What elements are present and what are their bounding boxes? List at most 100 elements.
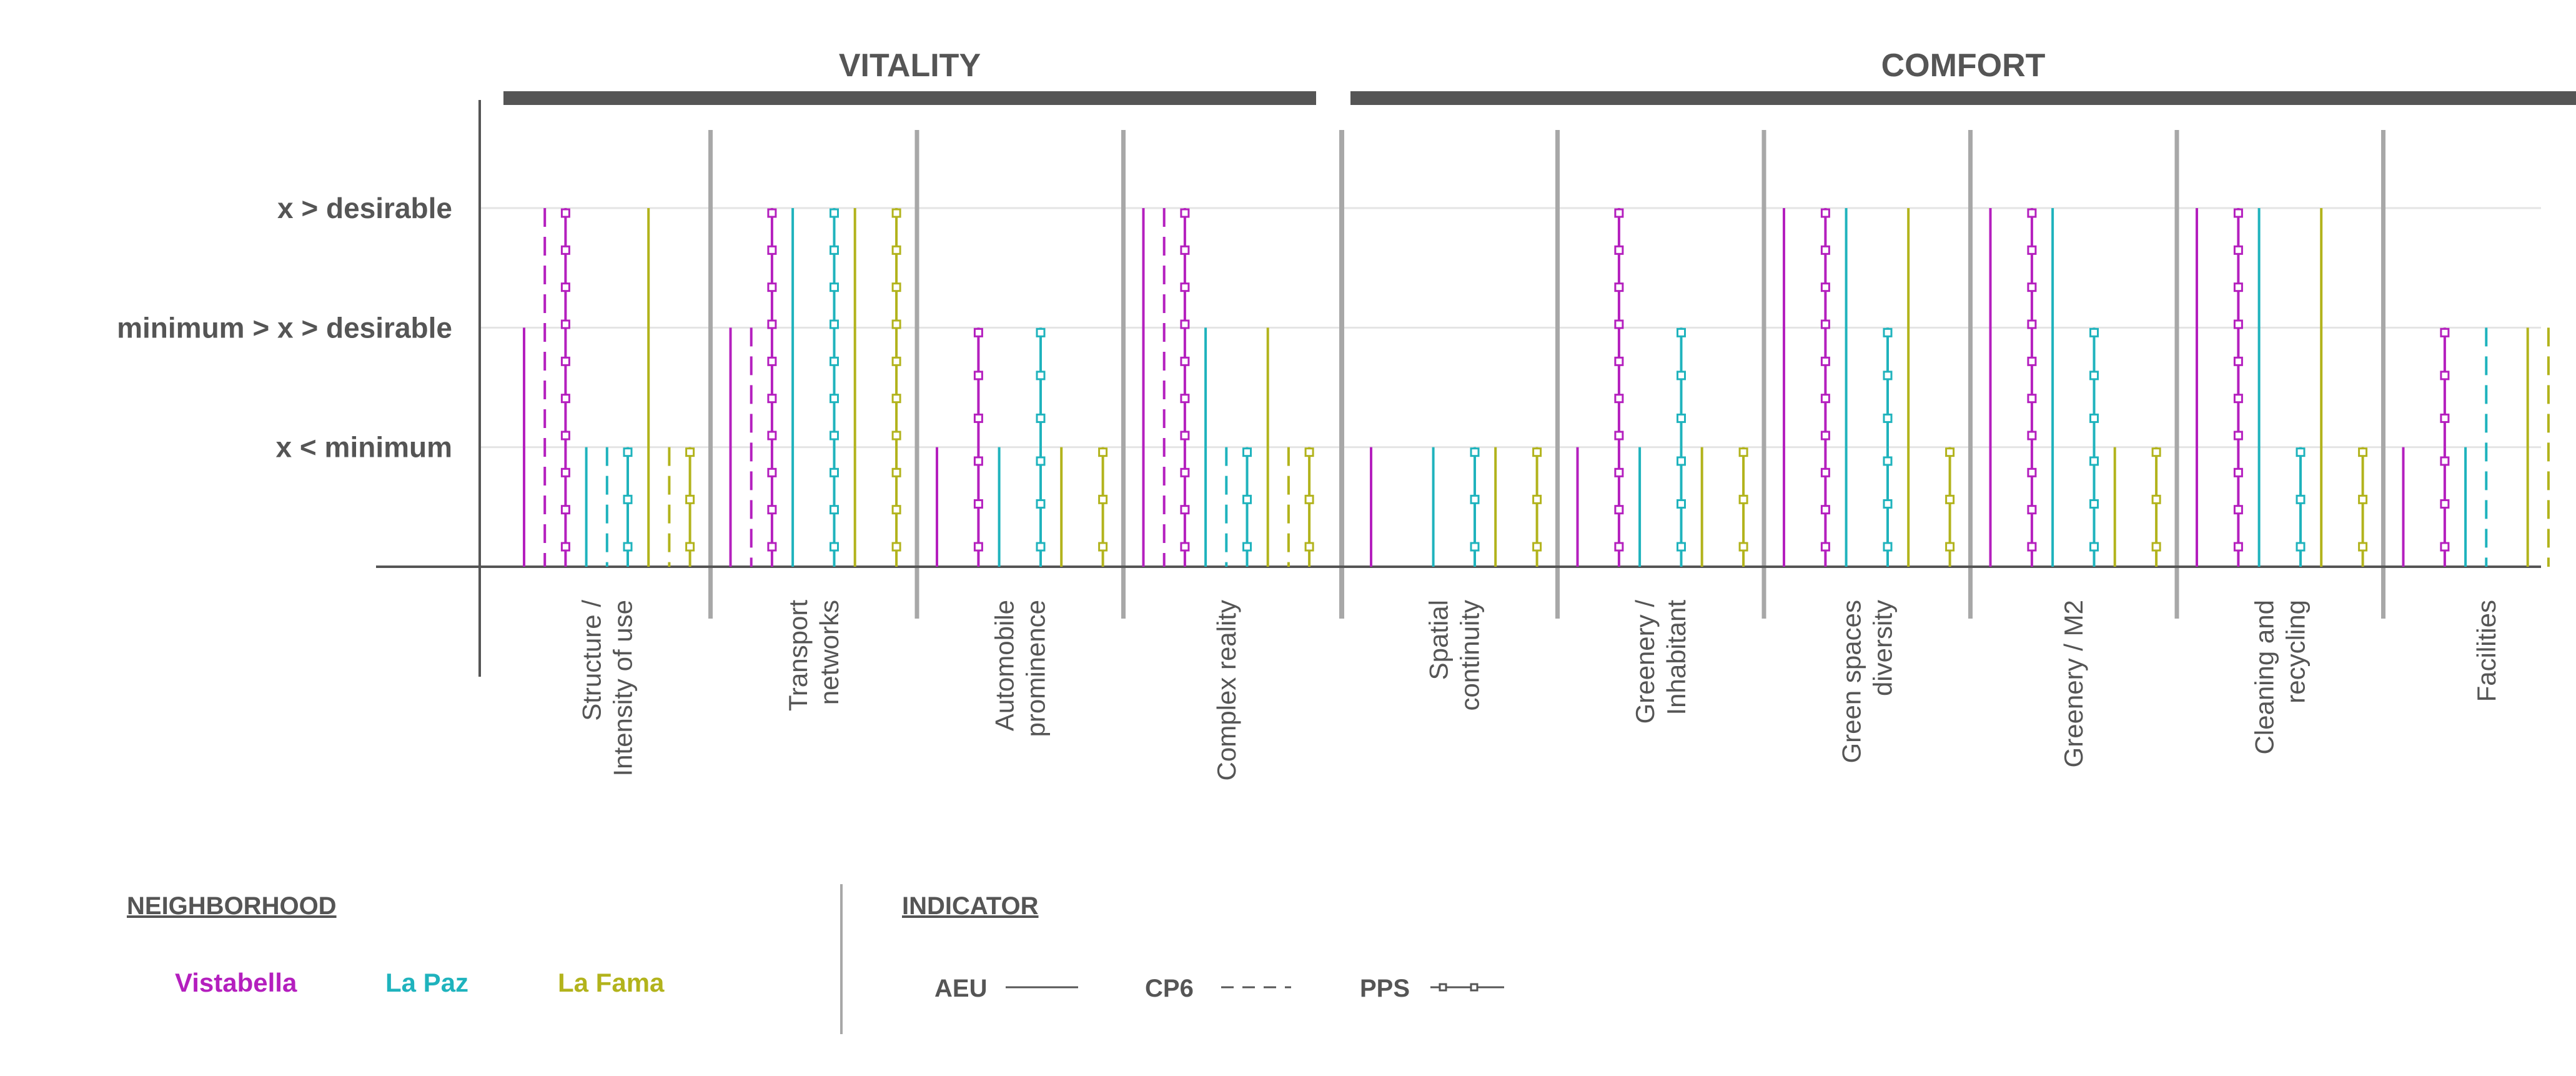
pps-marker-la-paz-pps bbox=[830, 394, 839, 404]
pps-marker-la-paz-pps bbox=[1883, 542, 1893, 552]
pps-marker-la-fama-pps bbox=[1945, 447, 1955, 457]
pps-marker-la-fama-pps bbox=[891, 245, 901, 255]
x-tick-label: Automobile bbox=[989, 600, 1019, 731]
pps-marker-vistabella-pps bbox=[2027, 467, 2037, 477]
pps-marker-vistabella-pps bbox=[1614, 394, 1624, 404]
pps-marker-vistabella-pps bbox=[2027, 356, 2037, 366]
pps-marker-la-fama-pps bbox=[891, 319, 901, 329]
pps-marker-la-fama-pps bbox=[1738, 447, 1748, 457]
pps-marker-vistabella-pps bbox=[1180, 282, 1190, 292]
pps-marker-vistabella-pps bbox=[2440, 542, 2450, 552]
pps-marker-la-paz-pps bbox=[830, 282, 839, 292]
pps-marker-vistabella-pps bbox=[2233, 319, 2243, 329]
pps-marker-vistabella-pps bbox=[1820, 394, 1830, 404]
legend-la-fama: La Fama bbox=[558, 968, 665, 997]
x-tick-label: Greenery / bbox=[1630, 600, 1660, 724]
pps-marker-la-fama-pps bbox=[2358, 494, 2368, 504]
pps-marker-la-fama-pps bbox=[685, 542, 695, 552]
pps-marker-vistabella-pps bbox=[973, 371, 983, 381]
pps-marker-la-paz-pps bbox=[1677, 327, 1686, 337]
pps-marker-la-paz-pps bbox=[2089, 371, 2099, 381]
pps-marker-vistabella-pps bbox=[2440, 413, 2450, 423]
pps-marker-la-paz-pps bbox=[2089, 327, 2099, 337]
pps-marker-la-paz-pps bbox=[1036, 371, 1046, 381]
pps-marker-vistabella-pps bbox=[767, 245, 777, 255]
pps-marker-la-paz-pps bbox=[1036, 456, 1046, 466]
pps-marker-la-paz-pps bbox=[2089, 456, 2099, 466]
pps-marker-vistabella-pps bbox=[1180, 467, 1190, 477]
pps-marker-la-paz-pps bbox=[1470, 494, 1480, 504]
series-lines bbox=[523, 208, 2550, 567]
x-tick-label: Greenery / M2 bbox=[2059, 600, 2088, 767]
pps-marker-la-paz-pps bbox=[830, 319, 839, 329]
x-tick-label: Green spaces bbox=[1836, 600, 1866, 763]
legend-cp6-label: CP6 bbox=[1145, 975, 1194, 1002]
pps-marker-vistabella-pps bbox=[767, 356, 777, 366]
pps-marker-vistabella-pps bbox=[1180, 208, 1190, 218]
pps-marker-la-fama-pps bbox=[1945, 542, 1955, 552]
x-tick-label: recycling bbox=[2281, 600, 2310, 704]
pps-marker-vistabella-pps bbox=[1820, 542, 1830, 552]
pps-marker-vistabella-pps bbox=[1614, 431, 1624, 441]
pps-marker-la-paz-pps bbox=[1036, 413, 1046, 423]
pps-marker-la-paz-pps bbox=[1242, 447, 1252, 457]
pps-marker-la-paz-pps bbox=[1883, 371, 1893, 381]
pps-marker-vistabella-pps bbox=[560, 356, 570, 366]
pps-marker-la-fama-pps bbox=[891, 467, 901, 477]
pps-marker-vistabella-pps bbox=[2027, 319, 2037, 329]
pps-marker-la-paz-pps bbox=[1883, 327, 1893, 337]
pps-marker-vistabella-pps bbox=[1180, 431, 1190, 441]
pps-marker-vistabella-pps bbox=[973, 413, 983, 423]
pps-marker-vistabella-pps bbox=[973, 499, 983, 509]
pps-marker-vistabella-pps bbox=[2027, 505, 2037, 515]
pps-marker-la-fama-pps bbox=[1532, 494, 1542, 504]
pps-marker-la-fama-pps bbox=[1738, 542, 1748, 552]
pps-marker-la-fama-pps bbox=[1945, 494, 1955, 504]
pps-marker-la-paz-pps bbox=[1036, 499, 1046, 509]
pps-marker-la-fama-pps bbox=[1304, 494, 1314, 504]
pps-marker-vistabella-pps bbox=[767, 542, 777, 552]
pps-marker-vistabella-pps bbox=[1820, 245, 1830, 255]
pps-marker-vistabella-pps bbox=[560, 505, 570, 515]
pps-marker-la-fama-pps bbox=[1098, 494, 1108, 504]
x-tick-label: Complex reality bbox=[1212, 600, 1241, 780]
pps-marker-vistabella-pps bbox=[2027, 394, 2037, 404]
legend-la-paz: La Paz bbox=[385, 968, 468, 997]
pps-marker-la-paz-pps bbox=[1883, 456, 1893, 466]
pps-marker-la-fama-pps bbox=[1738, 494, 1748, 504]
pps-marker-vistabella-pps bbox=[767, 467, 777, 477]
group-headers: VITALITY COMFORT bbox=[503, 47, 2576, 105]
pps-marker-la-paz-pps bbox=[1883, 413, 1893, 423]
x-tick-label: Cleaning and bbox=[2249, 600, 2279, 755]
pps-marker-la-fama-pps bbox=[891, 282, 901, 292]
pps-marker-vistabella-pps bbox=[2233, 431, 2243, 441]
pps-marker-vistabella-pps bbox=[1180, 542, 1190, 552]
pps-marker-vistabella-pps bbox=[2440, 327, 2450, 337]
pps-marker-la-fama-pps bbox=[891, 208, 901, 218]
x-tick-label: Spatial bbox=[1424, 600, 1453, 680]
legend-vistabella: Vistabella bbox=[175, 968, 297, 997]
pps-marker-vistabella-pps bbox=[1614, 542, 1624, 552]
group-header-bar bbox=[1350, 91, 2576, 105]
pps-marker-la-paz-pps bbox=[2296, 542, 2306, 552]
pps-marker-la-fama-pps bbox=[1304, 447, 1314, 457]
pps-marker-vistabella-pps bbox=[767, 505, 777, 515]
pps-marker-la-fama-pps bbox=[891, 505, 901, 515]
pps-marker-vistabella-pps bbox=[1614, 356, 1624, 366]
pps-marker-vistabella-pps bbox=[1820, 467, 1830, 477]
pps-marker-vistabella-pps bbox=[1614, 319, 1624, 329]
x-tick-labels: Structure / Intensity of use Transport netw… bbox=[577, 600, 2501, 781]
pps-marker-la-paz-pps bbox=[2089, 413, 2099, 423]
pps-marker-la-paz-pps bbox=[2089, 499, 2099, 509]
pps-marker-la-paz-pps bbox=[1242, 542, 1252, 552]
pps-marker-la-paz-pps bbox=[830, 467, 839, 477]
pps-marker-vistabella-pps bbox=[767, 394, 777, 404]
x-tick-label: Structure / bbox=[577, 600, 606, 721]
y-tick-label: x > desirable bbox=[277, 192, 452, 224]
pps-marker-vistabella-pps bbox=[767, 431, 777, 441]
y-tick-label: x < minimum bbox=[276, 431, 452, 464]
pps-marker-vistabella-pps bbox=[973, 327, 983, 337]
pps-marker-la-paz-pps bbox=[1036, 542, 1046, 552]
pps-marker-la-paz-pps bbox=[2296, 447, 2306, 457]
